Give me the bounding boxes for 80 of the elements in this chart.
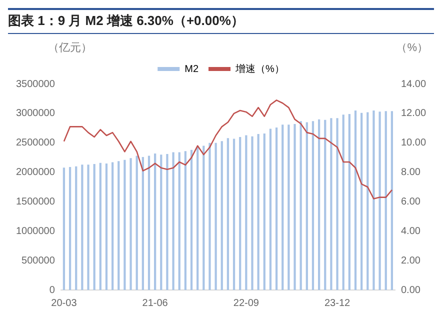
bar	[196, 146, 199, 290]
bar	[324, 120, 326, 290]
bar	[257, 134, 260, 290]
bar	[342, 114, 344, 290]
bar	[87, 164, 90, 290]
bar	[360, 112, 363, 290]
legend-label: M2	[184, 64, 199, 75]
bar	[312, 121, 314, 290]
bar	[172, 152, 174, 290]
bar	[384, 111, 387, 290]
bar	[239, 136, 242, 290]
y-tick-label: 3000000	[16, 108, 56, 120]
bar	[300, 121, 302, 290]
bar	[184, 151, 186, 290]
y-tick-label: 0	[49, 284, 56, 296]
x-tick-label: 20-03	[51, 298, 78, 309]
bar	[245, 135, 248, 290]
bar	[220, 141, 223, 290]
y2-tick-label: 14.00	[400, 78, 426, 90]
bar	[348, 114, 350, 290]
y2-tick-label: 4.00	[400, 226, 421, 237]
bar	[306, 122, 308, 290]
y-axis-title: （亿元）	[48, 41, 92, 54]
x-tick-label: 23-12	[324, 298, 351, 309]
y2-tick-label: 0.00	[400, 284, 421, 296]
bar	[372, 110, 375, 290]
legend-label: 增速（%）	[234, 62, 284, 75]
bar	[160, 154, 162, 290]
bar	[93, 164, 96, 290]
bar	[378, 112, 381, 290]
bar	[354, 110, 357, 290]
bar	[111, 162, 114, 290]
bar	[336, 118, 338, 290]
bar	[288, 124, 290, 290]
y-tick-label: 1500000	[16, 196, 56, 208]
bar	[136, 156, 138, 290]
y-tick-label: 500000	[22, 255, 56, 266]
bar	[208, 142, 211, 290]
bar	[294, 124, 296, 290]
bar	[166, 154, 168, 290]
bar	[130, 158, 132, 290]
y-tick-label: 1000000	[16, 226, 56, 237]
bar	[105, 163, 108, 290]
bar	[214, 142, 217, 290]
bar	[142, 156, 144, 290]
chart-title: 图表 1：9 月 M2 增速 6.30%（+0.00%）	[8, 8, 434, 34]
bar	[226, 138, 230, 290]
y2-tick-label: 2.00	[400, 255, 421, 266]
x-tick-label: 22-09	[233, 298, 260, 309]
bar	[75, 166, 78, 290]
y2-tick-label: 12.00	[400, 108, 426, 120]
bar	[154, 153, 156, 290]
bar	[318, 119, 320, 290]
bar	[190, 150, 193, 290]
y-tick-label: 2500000	[16, 138, 56, 149]
bar	[202, 146, 205, 290]
x-tick-label: 21-06	[142, 298, 168, 309]
bar	[366, 112, 369, 290]
bar	[118, 161, 120, 290]
bar	[251, 136, 254, 290]
y2-axis-title: （%）	[396, 41, 428, 54]
bar	[62, 168, 66, 290]
y2-tick-label: 6.00	[400, 196, 421, 208]
y2-tick-label: 8.00	[400, 167, 421, 178]
bar	[232, 138, 236, 290]
y-tick-label: 3500000	[16, 78, 56, 90]
y2-tick-label: 10.00	[400, 138, 426, 149]
bar	[124, 160, 126, 290]
bar	[282, 124, 284, 290]
bar	[81, 164, 84, 290]
bar	[263, 133, 266, 290]
bar	[99, 162, 102, 290]
bar	[148, 156, 150, 290]
y-tick-label: 2000000	[16, 167, 56, 178]
bar	[390, 111, 393, 290]
bar	[330, 118, 332, 290]
bar	[178, 152, 180, 290]
bar	[275, 128, 278, 290]
bar	[269, 128, 272, 290]
bar	[68, 166, 72, 290]
